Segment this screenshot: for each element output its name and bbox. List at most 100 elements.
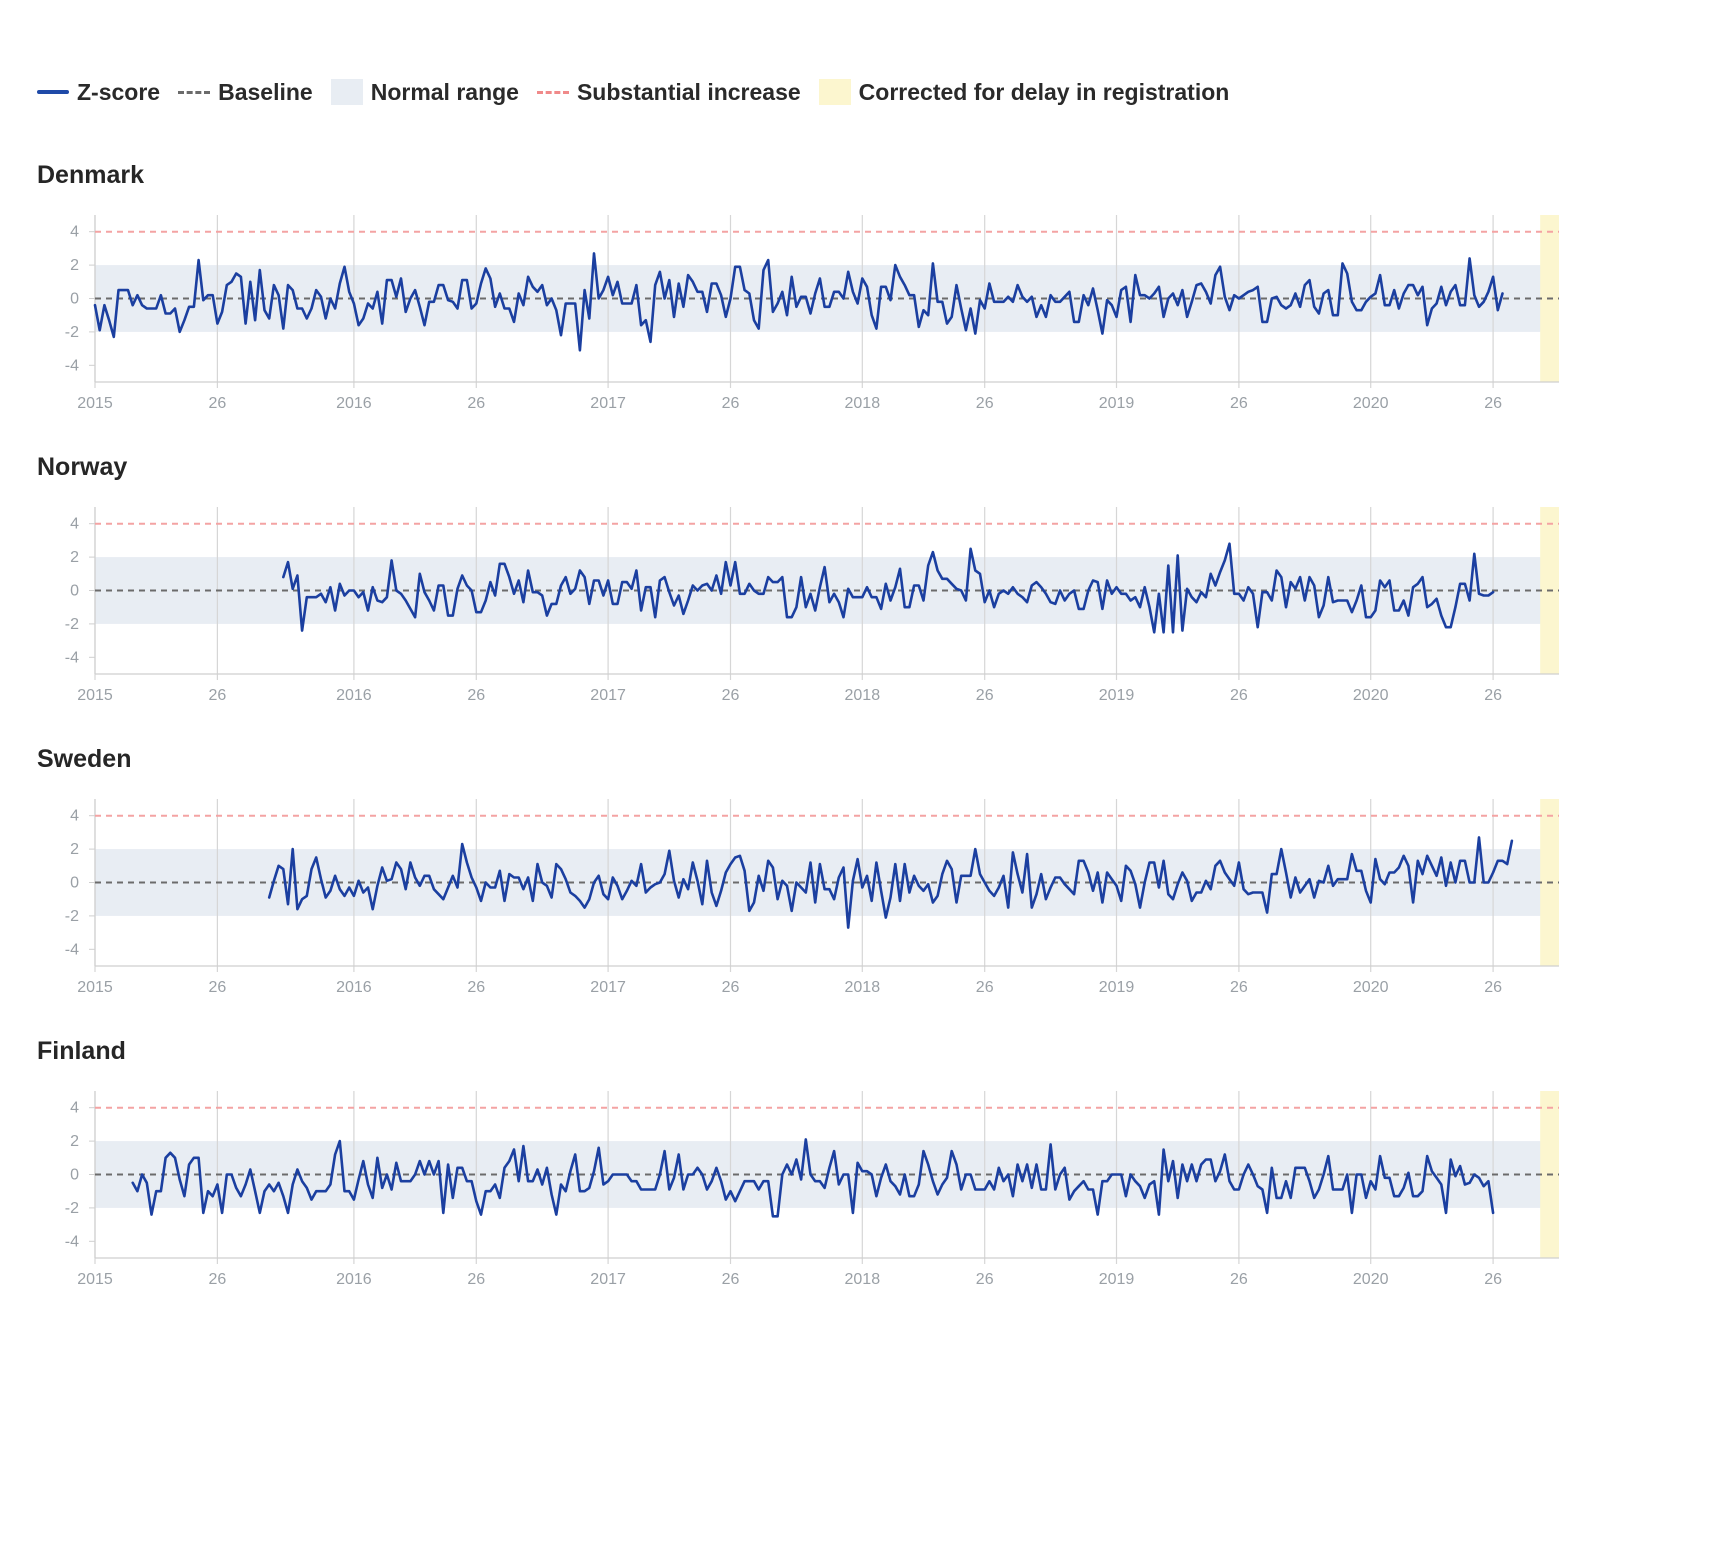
x-tick-label: 2019 [1099, 1271, 1135, 1288]
x-tick-label: 2017 [590, 687, 626, 704]
x-tick-label: 26 [976, 395, 994, 412]
y-tick-label: 0 [70, 1167, 79, 1184]
y-tick-label: 2 [70, 1133, 79, 1150]
x-tick-label: 26 [467, 1271, 485, 1288]
x-tick-label: 2018 [845, 1271, 881, 1288]
x-tick-label: 2018 [845, 395, 881, 412]
x-tick-label: 2015 [77, 687, 113, 704]
x-tick-label: 2015 [77, 1271, 113, 1288]
legend-swatch-zscore [37, 90, 69, 94]
x-tick-label: 2019 [1099, 979, 1135, 996]
x-tick-label: 26 [208, 395, 226, 412]
x-tick-label: 2017 [590, 979, 626, 996]
legend-item-substantial-increase[interactable]: Substantial increase [536, 78, 801, 106]
legend-label-substantial-increase: Substantial increase [576, 78, 801, 105]
legend-item-zscore[interactable]: Z-score [37, 79, 160, 106]
x-tick-label: 2016 [336, 979, 372, 996]
chart-panel-denmark: Denmark 4 2 0 -2 -4 2015 26 2016 26 2017 26 2018 26 2… [0, 161, 1732, 453]
x-tick-label: 26 [722, 395, 740, 412]
x-tick-label: 2016 [336, 687, 372, 704]
x-tick-label: 2015 [77, 979, 113, 996]
legend-label-corrected: Corrected for delay in registration [858, 78, 1230, 105]
x-tick-label: 26 [1230, 687, 1248, 704]
chart-panel-finland: Finland 4 2 0 -2 -4 2015 26 2016 26 2017 26 2018 26 2… [0, 1037, 1732, 1329]
x-tick-label: 26 [722, 687, 740, 704]
y-tick-label: 2 [70, 257, 79, 274]
y-tick-label: 0 [70, 583, 79, 600]
y-tick-label: 4 [70, 516, 79, 533]
x-tick-label: 2016 [336, 1271, 372, 1288]
x-tick-label: 26 [1484, 979, 1502, 996]
x-tick-label: 2017 [590, 1271, 626, 1288]
x-tick-label: 26 [976, 687, 994, 704]
x-tick-label: 26 [467, 395, 485, 412]
y-tick-label: 4 [70, 224, 79, 241]
x-tick-label: 26 [467, 979, 485, 996]
y-tick-label: -2 [65, 908, 79, 925]
zscore-series-line [267, 836, 1514, 929]
x-tick-label: 2019 [1099, 687, 1135, 704]
x-tick-label: 2020 [1353, 395, 1389, 412]
x-tick-label: 2015 [77, 395, 113, 412]
x-tick-label: 26 [1230, 395, 1248, 412]
x-tick-label: 26 [1230, 979, 1248, 996]
x-tick-label: 26 [208, 1271, 226, 1288]
x-tick-label: 2019 [1099, 395, 1135, 412]
legend-item-baseline[interactable]: Baseline [178, 79, 313, 106]
x-tick-label: 2016 [336, 395, 372, 412]
chart-sweden: 4 2 0 -2 -4 2015 26 2016 26 2017 26 2018 26 2019 26 202… [65, 799, 1559, 996]
x-tick-label: 26 [1230, 1271, 1248, 1288]
y-tick-label: 0 [70, 875, 79, 892]
legend-swatch-normal-range [330, 79, 363, 105]
legend-swatch-corrected [818, 79, 851, 105]
y-tick-label: -2 [65, 616, 79, 633]
zscore-series-line [93, 252, 1504, 352]
y-tick-label: 4 [70, 808, 79, 825]
y-tick-label: 0 [70, 291, 79, 308]
x-tick-label: 2020 [1353, 1271, 1389, 1288]
y-tick-label: -2 [65, 324, 79, 341]
legend: Z-score Baseline Normal range Substantia… [37, 76, 1229, 108]
x-tick-label: 26 [467, 687, 485, 704]
x-tick-label: 2017 [590, 395, 626, 412]
chart-title-denmark: Denmark [37, 161, 144, 189]
x-tick-label: 26 [1484, 687, 1502, 704]
y-tick-label: 2 [70, 841, 79, 858]
x-tick-label: 26 [976, 979, 994, 996]
legend-label-normal-range: Normal range [370, 78, 519, 105]
legend-item-normal-range[interactable]: Normal range [330, 78, 519, 106]
y-tick-label: -4 [65, 649, 79, 666]
x-tick-label: 26 [1484, 1271, 1502, 1288]
y-tick-label: -4 [65, 357, 79, 374]
y-tick-label: 4 [70, 1100, 79, 1117]
chart-title-sweden: Sweden [37, 745, 132, 773]
y-tick-label: -2 [65, 1200, 79, 1217]
legend-label-zscore: Z-score [77, 78, 161, 105]
y-tick-label: 2 [70, 549, 79, 566]
chart-denmark: 4 2 0 -2 -4 2015 26 2016 26 2017 26 2018 26 2019 26 202… [65, 215, 1559, 412]
x-tick-label: 26 [208, 979, 226, 996]
legend-swatch-substantial-increase [536, 90, 569, 94]
chart-title-norway: Norway [37, 453, 128, 481]
legend-swatch-baseline [178, 90, 211, 94]
chart-title-finland: Finland [37, 1037, 126, 1065]
y-tick-label: -4 [65, 941, 79, 958]
x-tick-label: 26 [722, 1271, 740, 1288]
legend-label-baseline: Baseline [218, 78, 313, 105]
x-tick-label: 2018 [845, 687, 881, 704]
chart-finland: 4 2 0 -2 -4 2015 26 2016 26 2017 26 2018 26 2019 26 202… [65, 1091, 1559, 1288]
x-tick-label: 2020 [1353, 687, 1389, 704]
zscore-series-line [131, 1138, 1495, 1218]
chart-norway: 4 2 0 -2 -4 2015 26 2016 26 2017 26 2018 26 2019 26 202… [65, 507, 1559, 704]
x-tick-label: 26 [976, 1271, 994, 1288]
zscore-series-line [281, 542, 1495, 634]
y-tick-label: -4 [65, 1233, 79, 1250]
x-tick-label: 26 [208, 687, 226, 704]
x-tick-label: 26 [722, 979, 740, 996]
chart-panel-sweden: Sweden 4 2 0 -2 -4 2015 26 2016 26 2017 26 2018 26 20… [0, 745, 1732, 1037]
chart-panel-norway: Norway 4 2 0 -2 -4 2015 26 2016 26 2017 26 2018 26 20… [0, 453, 1732, 745]
x-tick-label: 26 [1484, 395, 1502, 412]
legend-item-corrected[interactable]: Corrected for delay in registration [818, 78, 1230, 106]
x-tick-label: 2018 [845, 979, 881, 996]
x-tick-label: 2020 [1353, 979, 1389, 996]
